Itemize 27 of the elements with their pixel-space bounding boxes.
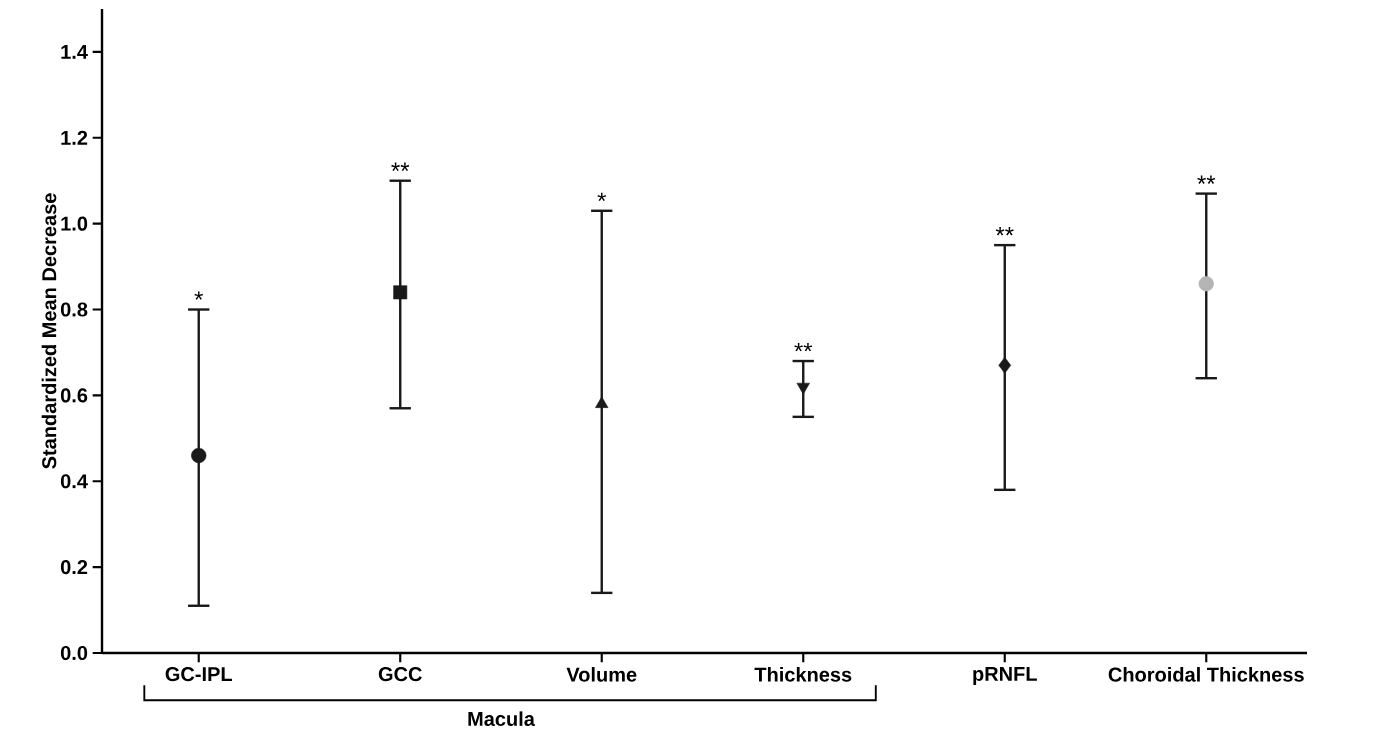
point — [393, 285, 408, 300]
x-tick-label: GCC — [378, 667, 422, 682]
y-tick-label: 0.8 — [60, 302, 88, 317]
x-tick-label: pRNFL — [973, 667, 1037, 685]
y-tick-label: 0.6 — [60, 388, 88, 403]
annotation: * — [194, 291, 204, 300]
y-axis-title: Standardized Mean Decrease — [41, 193, 57, 469]
x-tick-label: Choroidal Thickness — [1108, 667, 1304, 682]
y-tick-label: 1.4 — [61, 45, 88, 59]
annotation: ** — [391, 162, 410, 172]
point — [191, 447, 207, 464]
x-tick-label: Thickness — [754, 667, 852, 682]
x-tick-label: Volume — [566, 667, 637, 682]
annotation: ** — [1197, 175, 1216, 184]
y-tick-label: 0.2 — [60, 560, 88, 575]
y-tick-label: 0.0 — [60, 645, 88, 661]
annotation: ** — [794, 342, 813, 352]
point — [796, 382, 810, 395]
x-tick-label: GC-IPL — [165, 667, 233, 682]
text: Macula — [468, 711, 536, 727]
y-tick-label: 1.0 — [61, 216, 88, 231]
point — [998, 357, 1012, 374]
annotation: ** — [995, 227, 1014, 236]
annotation: * — [597, 192, 607, 202]
y-tick-label: 0.4 — [60, 474, 88, 489]
y-tick-label: 1.2 — [61, 130, 88, 145]
point — [1198, 276, 1214, 292]
